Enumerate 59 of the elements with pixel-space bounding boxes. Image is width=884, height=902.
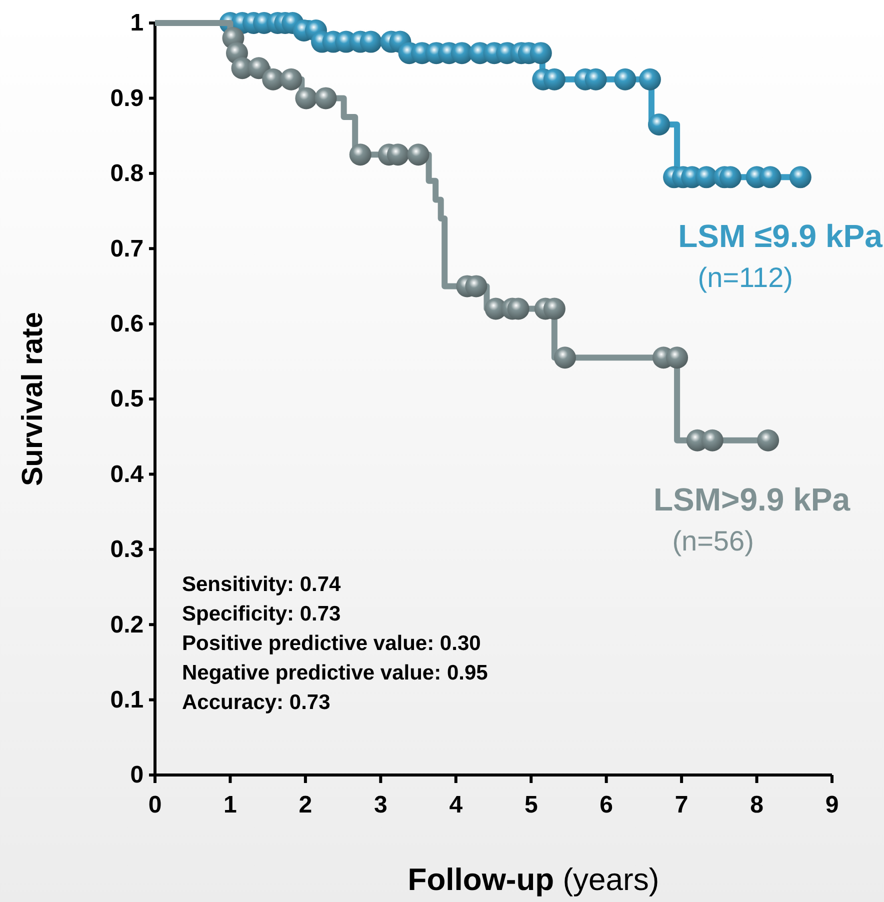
x-tick-label: 3 <box>374 791 388 818</box>
point <box>638 68 661 90</box>
point <box>349 144 372 166</box>
point <box>314 87 337 110</box>
point <box>757 429 780 452</box>
point <box>695 166 718 188</box>
x-tick-label: 7 <box>674 791 688 818</box>
point <box>614 68 636 90</box>
y-tick-label: 0.9 <box>110 84 144 112</box>
y-tick-label: 0.8 <box>110 160 144 188</box>
annotation: Accuracy: 0.73 <box>182 691 330 714</box>
annotation: Sensitivity: 0.74 <box>182 573 342 596</box>
x-axis-title: Follow-up (years) <box>408 862 660 897</box>
y-tick-label: 0.1 <box>110 686 144 714</box>
y-tick-label: 0 <box>130 762 144 789</box>
point <box>386 144 409 166</box>
x-tick-label: 0 <box>148 791 162 818</box>
point <box>701 429 724 452</box>
series-label: LSM ≤9.9 kPa <box>678 218 883 254</box>
point <box>262 68 284 90</box>
point <box>666 346 688 369</box>
x-tick-label: 2 <box>298 791 312 818</box>
annotation: Positive predictive value: 0.30 <box>182 632 481 655</box>
y-tick-label: 0.5 <box>110 386 144 413</box>
annotation: (n=112) <box>698 262 794 294</box>
x-tick-label: 8 <box>750 791 764 818</box>
x-tick-label: 9 <box>825 791 839 818</box>
y-tick-label: 1 <box>130 10 144 37</box>
x-tick-label: 5 <box>524 791 538 818</box>
point <box>507 298 530 320</box>
x-tick-label: 1 <box>224 791 237 818</box>
point <box>789 166 812 188</box>
x-tick-label: 4 <box>449 791 464 818</box>
annotation: (n=56) <box>672 525 754 556</box>
point <box>543 68 566 90</box>
point <box>295 87 318 110</box>
annotation: Negative predictive value: 0.95 <box>182 662 488 684</box>
point <box>719 166 742 188</box>
x-tick-label: 6 <box>600 791 614 818</box>
y-tick-label: 0.3 <box>110 536 144 564</box>
y-tick-label: 0.4 <box>110 460 144 488</box>
point <box>554 346 576 369</box>
point <box>759 166 782 188</box>
point <box>280 68 302 90</box>
point <box>360 30 382 53</box>
y-axis-title: Survival rate <box>17 312 49 486</box>
point <box>584 68 607 90</box>
y-tick-label: 0.6 <box>110 310 144 338</box>
point <box>248 57 270 80</box>
point <box>648 114 670 136</box>
annotation: Specificity: 0.73 <box>182 602 341 626</box>
series-label: LSM>9.9 kPa <box>654 481 850 518</box>
point <box>465 275 488 298</box>
point <box>543 298 566 320</box>
y-tick-label: 0.2 <box>110 611 144 638</box>
point <box>530 42 552 64</box>
point <box>450 42 473 64</box>
point <box>407 144 430 166</box>
y-tick-label: 0.7 <box>110 235 144 262</box>
